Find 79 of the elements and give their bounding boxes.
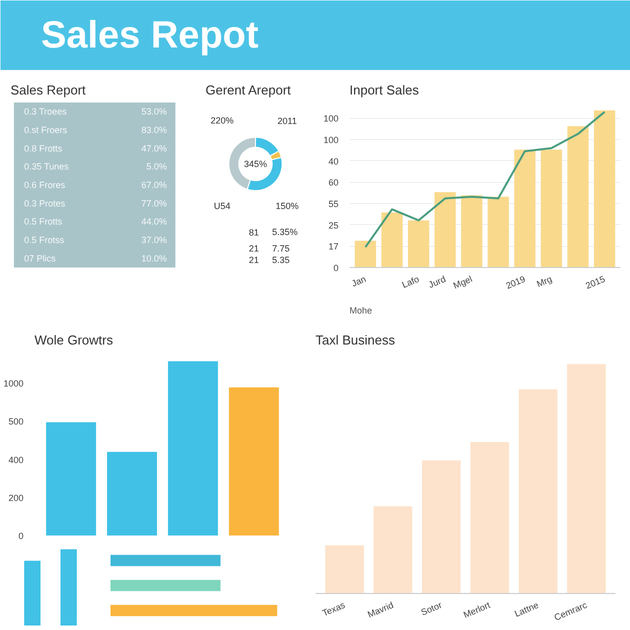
bar — [46, 422, 96, 536]
text: 100 — [323, 114, 339, 124]
chart-title: Inport Sales — [350, 82, 420, 98]
x-tick-label: Sotor — [420, 600, 444, 618]
text: Sales Report — [10, 82, 86, 98]
text: 200 — [8, 492, 24, 503]
text: 0.8 Frotts — [24, 143, 63, 154]
text: 0.6 Frores — [24, 180, 66, 190]
bar — [107, 452, 158, 536]
text: 5.0% — [146, 162, 167, 172]
text: 1000 — [3, 378, 24, 388]
text: 60 — [328, 178, 339, 188]
text: 81 — [248, 227, 259, 238]
text: 0.5 Frotss — [24, 235, 65, 245]
bar — [325, 545, 364, 594]
bar — [228, 387, 279, 536]
text: 25 — [328, 220, 339, 230]
text: 53.0% — [141, 106, 167, 117]
text: 0 — [18, 531, 24, 541]
chart-title: Taxl Business — [316, 332, 396, 348]
text: Mohe — [350, 306, 372, 316]
chart-title: Wole Growtrs — [34, 332, 114, 348]
bar — [434, 192, 456, 268]
text: 0.3 Protes — [24, 198, 66, 208]
chart-title: Gerent Areport — [206, 82, 292, 98]
text: 0.35 Tunes — [24, 162, 70, 172]
x-tick-label: Jan — [350, 274, 368, 289]
text: 40 — [328, 156, 339, 166]
text: 5.35 — [272, 254, 290, 265]
bar — [540, 150, 562, 268]
text: 500 — [8, 416, 24, 427]
text: 37.0% — [141, 235, 167, 245]
bar — [594, 110, 616, 268]
bar — [422, 460, 461, 594]
text: Sales Repot — [41, 14, 259, 56]
text: 7.75 — [272, 244, 290, 254]
bar — [567, 126, 589, 268]
text: 345% — [244, 158, 268, 169]
text: 0.3 Troees — [24, 106, 68, 117]
x-tick-label: Mrg — [535, 274, 554, 290]
x-tick-label: Mgel — [452, 274, 474, 291]
text: 150% — [276, 201, 299, 212]
text: 5.35% — [272, 226, 298, 237]
x-tick-label: Texas — [320, 600, 347, 618]
x-tick-label: Jurd — [427, 274, 448, 290]
text: 44.0% — [141, 216, 167, 227]
text: 67.0% — [141, 180, 167, 190]
text: 10.0% — [141, 253, 167, 264]
x-tick-label: 2015 — [584, 274, 607, 291]
text: 2011 — [277, 116, 297, 126]
text: 100 — [323, 135, 339, 146]
bar — [354, 240, 376, 268]
bar — [488, 196, 509, 268]
text: 47.0% — [141, 143, 167, 154]
text: U54 — [214, 201, 230, 212]
bar — [381, 212, 403, 268]
text: 220% — [210, 115, 234, 126]
bar — [408, 220, 430, 268]
text: 83.0% — [141, 125, 167, 135]
text: 77.0% — [141, 198, 167, 208]
x-tick-label: Lafo — [400, 274, 421, 290]
text: 0.5 Frotts — [24, 216, 63, 227]
x-tick-label: 2019 — [504, 274, 527, 291]
text: 55 — [328, 199, 339, 210]
bar — [374, 506, 412, 594]
text: 21 — [248, 244, 259, 254]
bar — [567, 364, 606, 594]
text: 07 Plics — [24, 253, 56, 264]
text: 0.st Froers — [24, 125, 68, 135]
bar — [470, 442, 510, 594]
text: 400 — [8, 454, 24, 465]
bar — [461, 195, 482, 268]
text: 21 — [248, 254, 259, 265]
text: 17 — [328, 242, 339, 252]
bar — [518, 389, 558, 594]
bar — [514, 150, 536, 268]
text: 0 — [333, 263, 339, 273]
x-tick-label: Lattne — [513, 600, 540, 619]
bar — [168, 361, 218, 536]
